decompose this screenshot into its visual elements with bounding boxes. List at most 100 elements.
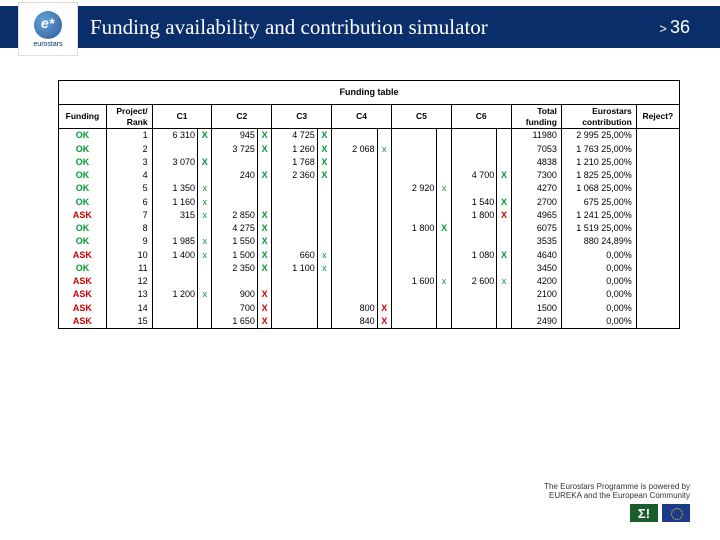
cell-contrib: 880 24,89% — [561, 235, 636, 248]
table-row: OK33 070X1 768X48381 210 25,00% — [59, 156, 680, 169]
cell-c5-amt — [391, 169, 436, 182]
cell-total: 4200 — [511, 275, 561, 288]
cell-c4-x — [377, 275, 391, 288]
cell-c1-x: x — [198, 209, 212, 222]
page-prefix: > — [659, 21, 667, 36]
cell-c5-amt — [391, 196, 436, 209]
cell-funding: OK — [59, 222, 107, 235]
cell-reject — [636, 156, 679, 169]
cell-c2-x: X — [257, 222, 271, 235]
cell-c3-amt — [272, 275, 317, 288]
table-row: ASK131 200x900X21000,00% — [59, 288, 680, 301]
cell-c1-x: x — [198, 288, 212, 301]
th-c2: C2 — [212, 105, 272, 129]
cell-reject — [636, 302, 679, 315]
cell-c6-x — [497, 182, 511, 195]
cell-c4-x: x — [377, 143, 391, 156]
cell-contrib: 1 825 25,00% — [561, 169, 636, 182]
table-row: ASK7315x2 850X1 800X49651 241 25,00% — [59, 209, 680, 222]
cell-c2-x — [257, 196, 271, 209]
cell-c2-amt: 240 — [212, 169, 257, 182]
cell-funding: ASK — [59, 249, 107, 262]
cell-c4-x — [377, 209, 391, 222]
cell-c2-x — [257, 182, 271, 195]
cell-c6-x: X — [497, 209, 511, 222]
cell-c2-amt — [212, 275, 257, 288]
cell-c4-x — [377, 169, 391, 182]
cell-c3-amt: 1 100 — [272, 262, 317, 275]
cell-c1-amt — [152, 275, 197, 288]
cell-contrib: 0,00% — [561, 288, 636, 301]
cell-c5-x — [437, 302, 451, 315]
table-row: OK91 985x1 550X3535880 24,89% — [59, 235, 680, 248]
cell-total: 2700 — [511, 196, 561, 209]
cell-c6-x: X — [497, 196, 511, 209]
eurostars-logo: eurostars — [18, 2, 78, 56]
cell-total: 3535 — [511, 235, 561, 248]
cell-c1-amt: 1 400 — [152, 249, 197, 262]
cell-total: 1500 — [511, 302, 561, 315]
cell-c3-x: X — [317, 169, 331, 182]
cell-c4-amt — [332, 156, 377, 169]
cell-c1-x — [198, 275, 212, 288]
cell-c3-amt — [272, 315, 317, 329]
cell-c5-amt — [391, 288, 436, 301]
cell-c2-amt: 4 275 — [212, 222, 257, 235]
cell-c6-x — [497, 262, 511, 275]
cell-c2-amt: 900 — [212, 288, 257, 301]
cell-c1-x — [198, 262, 212, 275]
cell-c1-x: x — [198, 182, 212, 195]
table-body: OK16 310X945X4 725X119802 995 25,00%OK23… — [59, 129, 680, 329]
cell-rank: 1 — [106, 129, 152, 143]
cell-c4-x — [377, 222, 391, 235]
cell-c3-x: X — [317, 156, 331, 169]
cell-c4-x — [377, 288, 391, 301]
th-c1: C1 — [152, 105, 212, 129]
footer-logos: Σ! — [544, 504, 690, 522]
cell-total: 4965 — [511, 209, 561, 222]
cell-rank: 14 — [106, 302, 152, 315]
cell-c4-amt — [332, 275, 377, 288]
cell-c3-x: X — [317, 143, 331, 156]
cell-funding: OK — [59, 262, 107, 275]
table-row: ASK121 600x2 600x42000,00% — [59, 275, 680, 288]
cell-reject — [636, 209, 679, 222]
cell-c6-amt: 2 600 — [451, 275, 496, 288]
table-row: ASK151 650X840X24900,00% — [59, 315, 680, 329]
cell-c4-amt: 2 068 — [332, 143, 377, 156]
cell-reject — [636, 315, 679, 329]
cell-reject — [636, 235, 679, 248]
cell-c6-amt: 1 080 — [451, 249, 496, 262]
cell-c5-x — [437, 129, 451, 143]
cell-contrib: 675 25,00% — [561, 196, 636, 209]
cell-c3-amt — [272, 235, 317, 248]
cell-contrib: 1 210 25,00% — [561, 156, 636, 169]
logo-icon — [34, 11, 62, 39]
cell-c3-x: x — [317, 262, 331, 275]
cell-funding: OK — [59, 235, 107, 248]
funding-table-container: Funding table Funding Project/ Rank C1 C… — [58, 80, 680, 329]
cell-c5-amt — [391, 262, 436, 275]
th-c6: C6 — [451, 105, 511, 129]
th-c4: C4 — [332, 105, 392, 129]
cell-c2-amt: 3 725 — [212, 143, 257, 156]
cell-c1-x — [198, 315, 212, 329]
cell-c6-x: x — [497, 275, 511, 288]
cell-c6-amt — [451, 302, 496, 315]
th-reject: Reject? — [636, 105, 679, 129]
cell-c4-x: X — [377, 302, 391, 315]
cell-c6-amt: 1 540 — [451, 196, 496, 209]
page-title: Funding availability and contribution si… — [90, 15, 488, 40]
table-super-header: Funding table — [59, 81, 680, 105]
footer: The Eurostars Programme is powered by EU… — [544, 482, 690, 522]
table-row: OK61 160x1 540X2700675 25,00% — [59, 196, 680, 209]
cell-c3-x — [317, 302, 331, 315]
cell-contrib: 0,00% — [561, 275, 636, 288]
cell-reject — [636, 129, 679, 143]
cell-c1-amt: 1 350 — [152, 182, 197, 195]
cell-contrib: 1 763 25,00% — [561, 143, 636, 156]
th-contrib: Eurostars contribution — [561, 105, 636, 129]
cell-c1-amt: 3 070 — [152, 156, 197, 169]
cell-funding: ASK — [59, 302, 107, 315]
cell-c5-x — [437, 262, 451, 275]
